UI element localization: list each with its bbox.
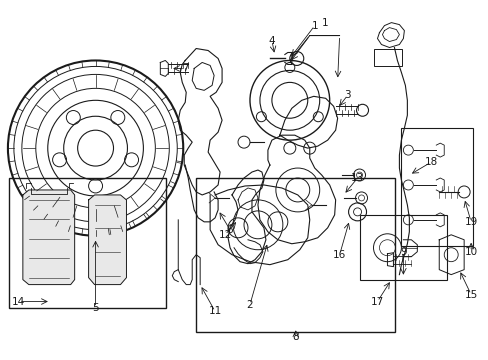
Text: 8: 8: [292, 332, 299, 342]
Text: 4: 4: [268, 36, 275, 46]
Polygon shape: [23, 190, 75, 285]
Text: 11: 11: [208, 306, 221, 316]
Text: 16: 16: [332, 250, 346, 260]
Text: 9: 9: [399, 247, 406, 257]
Bar: [374, 49, 402, 67]
Text: 13: 13: [350, 173, 364, 183]
Text: 6: 6: [226, 225, 233, 235]
Bar: [359, 215, 447, 280]
Text: 2: 2: [246, 300, 253, 310]
Text: 1: 1: [321, 18, 327, 28]
Text: 19: 19: [464, 217, 477, 227]
Text: 7: 7: [182, 63, 188, 73]
Text: 3: 3: [344, 90, 350, 100]
Polygon shape: [88, 195, 126, 285]
Text: 1: 1: [311, 21, 317, 31]
Text: 15: 15: [464, 289, 477, 300]
Bar: [401, 128, 472, 246]
Text: 5: 5: [92, 302, 99, 312]
Text: 18: 18: [424, 157, 437, 167]
Bar: [9, 178, 166, 307]
Text: 14: 14: [12, 297, 25, 306]
Text: 17: 17: [370, 297, 384, 306]
Bar: [196, 178, 395, 332]
Text: 12: 12: [218, 230, 231, 240]
Text: 10: 10: [464, 247, 477, 257]
